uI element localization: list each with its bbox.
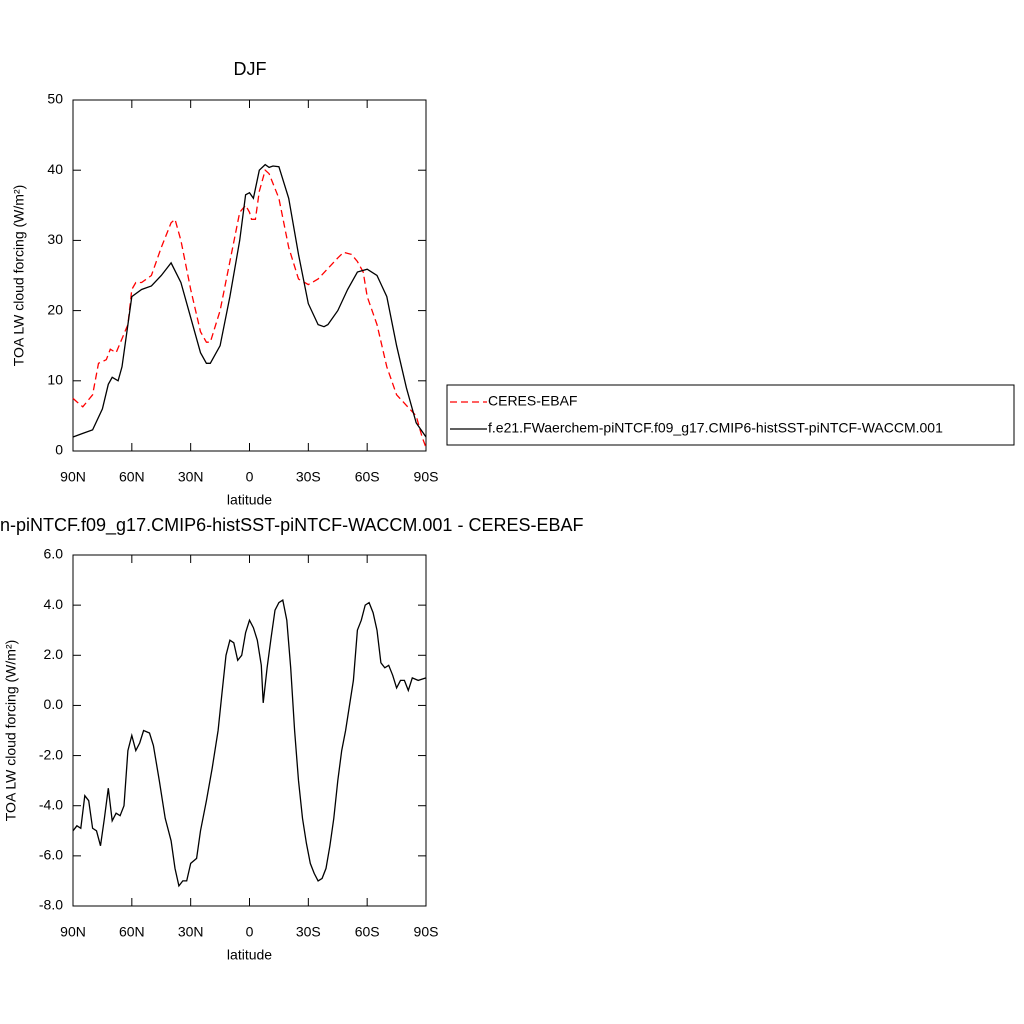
y-tick-label: 0 [55, 442, 63, 458]
legend-label: f.e21.FWaerchem-piNTCF.f09_g17.CMIP6-his… [488, 420, 943, 436]
plot-frame [72, 554, 427, 907]
y-tick-label: -6.0 [39, 847, 63, 863]
y-tick-label: 6.0 [44, 546, 64, 562]
x-tick-label: 30N [178, 924, 204, 940]
data-line [72, 599, 427, 888]
x-tick-label: 60N [119, 924, 145, 940]
chart-title: n-piNTCF.f09_g17.CMIP6-histSST-piNTCF-WA… [0, 515, 583, 536]
x-tick-label: 60S [355, 469, 380, 485]
x-tick-label: 90S [414, 924, 439, 940]
x-tick-label: 30S [296, 924, 321, 940]
y-tick-label: -2.0 [39, 746, 63, 762]
legend-label: CERES-EBAF [488, 393, 577, 409]
x-tick-label: 90S [414, 469, 439, 485]
x-tick-label: 90N [60, 924, 86, 940]
y-tick-label: 4.0 [44, 596, 64, 612]
data-line [72, 163, 427, 438]
x-axis-label: latitude [227, 947, 272, 963]
chart-title: DJF [234, 59, 267, 79]
y-tick-label: 30 [47, 231, 63, 247]
x-tick-label: 0 [246, 469, 254, 485]
y-tick-label: 20 [47, 301, 63, 317]
y-tick-label: 50 [47, 91, 63, 107]
y-axis-label: TOA LW cloud forcing (W/m²) [3, 640, 19, 822]
x-tick-label: 0 [246, 924, 254, 940]
x-tick-label: 30S [296, 469, 321, 485]
y-tick-label: 40 [47, 161, 63, 177]
x-axis-label: latitude [227, 492, 272, 508]
x-tick-label: 30N [178, 469, 204, 485]
y-tick-label: -8.0 [39, 897, 63, 913]
y-tick-label: 0.0 [44, 696, 64, 712]
data-line [72, 169, 427, 448]
legend-box [446, 384, 1015, 446]
y-tick-label: 2.0 [44, 646, 64, 662]
x-tick-label: 60N [119, 469, 145, 485]
y-axis-label: TOA LW cloud forcing (W/m²) [11, 185, 27, 367]
y-tick-label: -4.0 [39, 796, 63, 812]
x-tick-label: 60S [355, 924, 380, 940]
plot-frame [72, 99, 427, 452]
y-tick-label: 10 [47, 372, 63, 388]
x-tick-label: 90N [60, 469, 86, 485]
